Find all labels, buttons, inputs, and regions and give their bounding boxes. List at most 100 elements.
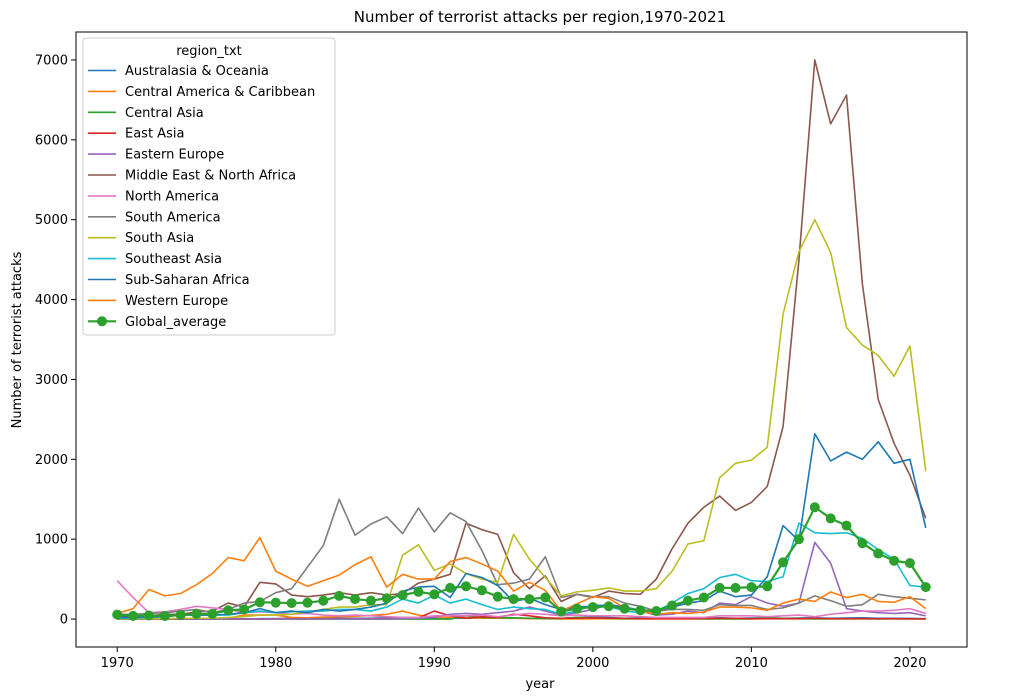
data-point xyxy=(873,548,884,559)
legend-label: Middle East & North Africa xyxy=(125,169,296,184)
data-point xyxy=(540,592,551,603)
chart-title: Number of terrorist attacks per region,1… xyxy=(354,8,726,26)
legend-item-north-america: North America xyxy=(88,189,219,204)
data-point xyxy=(619,603,630,614)
legend-label: Australasia & Oceania xyxy=(125,64,269,79)
legend-label: Southeast Asia xyxy=(125,252,222,267)
data-point xyxy=(239,604,250,615)
data-point xyxy=(365,595,376,606)
y-tick-label: 1000 xyxy=(35,533,68,548)
y-tick-label: 7000 xyxy=(35,53,68,68)
legend-item-australasia-oceania: Australasia & Oceania xyxy=(88,64,269,79)
data-point xyxy=(429,589,440,600)
legend-label: East Asia xyxy=(125,127,184,142)
data-point xyxy=(762,581,773,592)
legend-label: South Asia xyxy=(125,231,194,246)
y-tick-label: 4000 xyxy=(35,293,68,308)
legend-label: Western Europe xyxy=(125,294,228,309)
series-line-south-asia xyxy=(117,218,927,620)
legend-item-eastern-europe: Eastern Europe xyxy=(88,148,224,163)
series-line-south-america xyxy=(117,498,926,616)
data-point xyxy=(587,602,598,613)
legend-marker xyxy=(97,316,107,327)
data-point xyxy=(508,594,519,605)
data-point xyxy=(603,601,614,612)
data-point xyxy=(112,609,123,620)
data-point xyxy=(920,582,931,593)
legend: region_txt Australasia & Oceania Central … xyxy=(82,37,336,336)
data-point xyxy=(397,590,408,601)
data-point xyxy=(698,592,709,603)
legend-label: Central Asia xyxy=(125,106,204,121)
legend-item-central-america-caribbean: Central America & Caribbean xyxy=(88,85,315,100)
data-point xyxy=(143,610,154,621)
data-point xyxy=(350,594,361,605)
y-tick-label: 6000 xyxy=(35,133,68,148)
data-point xyxy=(413,586,424,597)
data-point xyxy=(825,513,836,524)
data-point xyxy=(445,582,456,593)
x-axis: 1970 1980 1990 2000 2010 2020 xyxy=(101,647,926,671)
series-line-global-average xyxy=(117,506,927,618)
data-point xyxy=(651,606,662,617)
legend-item-south-america: South America xyxy=(88,210,221,225)
data-point xyxy=(556,606,567,617)
data-point xyxy=(254,597,265,608)
legend-item-global-average: Global_average xyxy=(88,315,226,330)
x-tick-label: 2010 xyxy=(735,656,768,671)
data-point xyxy=(730,582,741,593)
data-point xyxy=(682,595,693,606)
y-axis-title: Number of terrorist attacks xyxy=(10,251,25,428)
data-point xyxy=(381,593,392,604)
data-point xyxy=(746,582,757,593)
data-point xyxy=(714,582,725,593)
data-point xyxy=(476,585,487,596)
legend-item-middle-east-north-africa: Middle East & North Africa xyxy=(88,169,296,184)
series-south-asia xyxy=(117,218,927,620)
data-point xyxy=(223,605,234,616)
data-point xyxy=(492,591,503,602)
y-tick-label: 2000 xyxy=(35,453,68,468)
data-point xyxy=(841,520,852,531)
series-line-western-europe xyxy=(116,536,927,616)
x-tick-label: 1970 xyxy=(101,656,134,671)
legend-item-central-asia: Central Asia xyxy=(88,106,204,121)
data-point xyxy=(524,594,535,605)
y-tick-label: 3000 xyxy=(35,373,68,388)
legend-item-east-asia: East Asia xyxy=(88,127,184,142)
data-point xyxy=(286,598,297,609)
plot-area: 1970 1980 1990 2000 2010 2020 0 1000 2000 3000 40… xyxy=(35,31,968,671)
data-point xyxy=(318,595,329,606)
legend-label: South America xyxy=(125,210,221,225)
data-point xyxy=(128,610,139,621)
data-point xyxy=(191,609,202,620)
y-tick-label: 5000 xyxy=(35,213,68,228)
data-point xyxy=(461,581,472,592)
legend-item-western-europe: Western Europe xyxy=(88,294,228,309)
y-tick-label: 0 xyxy=(60,613,68,628)
legend-box xyxy=(82,37,336,336)
data-point xyxy=(904,558,915,569)
series-global-average xyxy=(112,502,931,622)
y-axis: 0 1000 2000 3000 4000 5000 6000 7000 xyxy=(35,53,76,628)
legend-label: Central America & Caribbean xyxy=(125,85,315,100)
data-point xyxy=(778,557,789,568)
data-point xyxy=(571,603,582,614)
legend-item-south-asia: South Asia xyxy=(88,231,194,246)
data-point xyxy=(302,597,313,608)
legend-item-southeast-asia: Southeast Asia xyxy=(88,252,222,267)
series-south-america xyxy=(117,498,926,616)
data-point xyxy=(809,502,820,513)
plot-frame xyxy=(75,31,968,648)
legend-title: region_txt xyxy=(176,44,242,59)
x-tick-label: 1990 xyxy=(418,656,451,671)
legend-label: Sub-Saharan Africa xyxy=(125,273,250,288)
data-point xyxy=(793,534,804,545)
legend-label: Global_average xyxy=(125,315,226,330)
data-point xyxy=(270,597,281,608)
x-tick-label: 2000 xyxy=(576,656,609,671)
series-western-europe xyxy=(116,536,927,616)
data-point xyxy=(334,590,345,601)
legend-label: Eastern Europe xyxy=(125,148,224,163)
